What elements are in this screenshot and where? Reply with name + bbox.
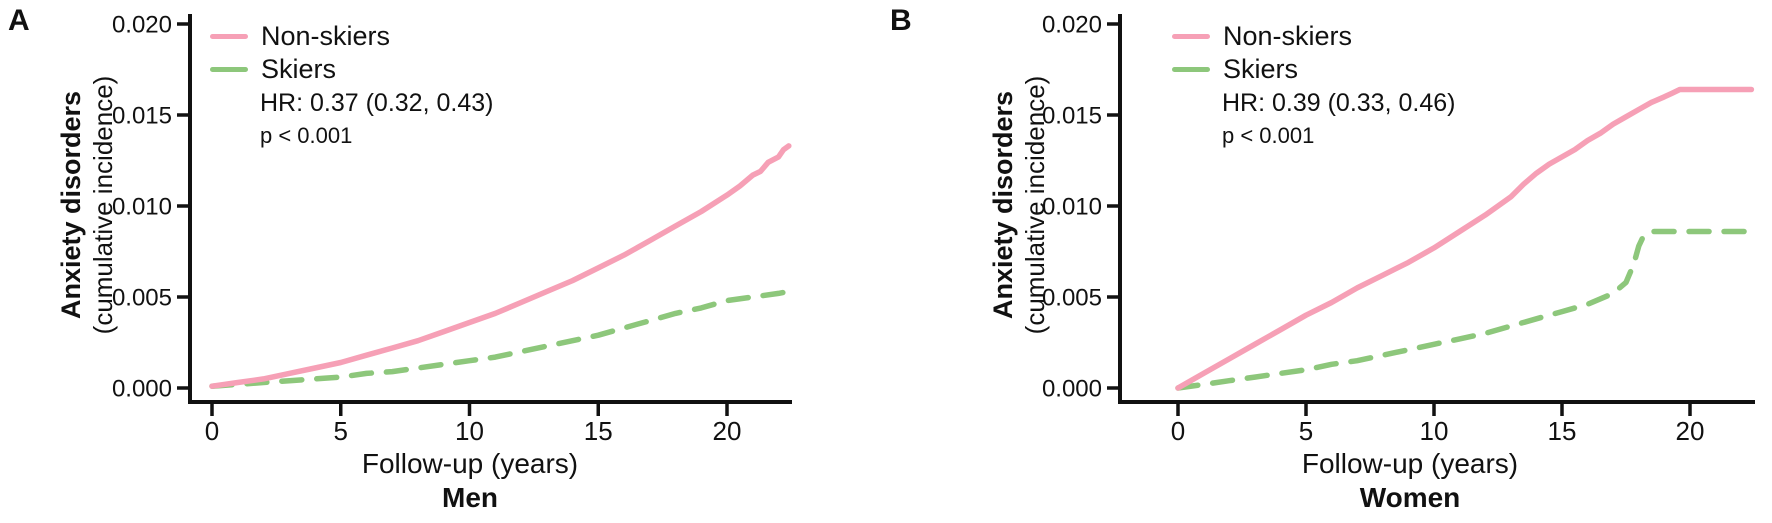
x-tick-label: 10 xyxy=(455,416,484,446)
legend-label-nonskiers: Non-skiers xyxy=(1223,21,1353,51)
skiers-line-swatch xyxy=(210,67,248,72)
series-line-non-skiers xyxy=(209,143,792,389)
legend-item-nonskiers: Non-skiers xyxy=(1172,20,1455,53)
legend-item-skiers: Skiers xyxy=(210,53,493,86)
p-value-text: p < 0.001 xyxy=(260,123,353,148)
y-axis-subtitle: (cumulative incidence) xyxy=(1020,75,1050,335)
group-title-women: Women xyxy=(1359,482,1461,513)
y-tick-label: 0.010 xyxy=(1042,193,1102,220)
series-line-skiers xyxy=(209,288,792,389)
skiers-line-swatch xyxy=(1172,67,1210,72)
y-tick-label: 0.000 xyxy=(1042,375,1102,402)
x-axis-title: Follow-up (years) xyxy=(361,448,579,479)
p-value-text: p < 0.001 xyxy=(1222,123,1315,148)
series-line-non-skiers xyxy=(1175,86,1755,391)
plot-men: 0.000 0.005 0.010 0.015 0.020 0 5 10 15 20 xyxy=(112,11,792,446)
x-tick-label: 5 xyxy=(1299,416,1313,446)
legend-item-nonskiers: Non-skiers xyxy=(210,20,493,53)
panel-men: 0.000 0.005 0.010 0.015 0.020 0 5 10 15 20 A Anxi… xyxy=(8,4,792,513)
panel-label-a: A xyxy=(8,4,31,37)
x-tick-label: 15 xyxy=(1548,416,1577,446)
x-tick-label: 20 xyxy=(1676,416,1705,446)
series-line-skiers xyxy=(1175,228,1755,391)
legend: Non-skiers Skiers HR: 0.39 (0.33, 0.46) … xyxy=(1172,20,1455,149)
y-axis-subtitle: (cumulative incidence) xyxy=(88,75,118,335)
legend: Non-skiers Skiers HR: 0.37 (0.32, 0.43) … xyxy=(210,20,493,149)
panel-women: 0.000 0.005 0.010 0.015 0.020 0 5 10 15 20 B Anxi… xyxy=(886,0,1772,523)
legend-label-skiers: Skiers xyxy=(1223,54,1299,84)
y-tick-label: 0.010 xyxy=(112,193,172,220)
legend-item-skiers: Skiers xyxy=(1172,53,1455,86)
hazard-ratio-text: HR: 0.39 (0.33, 0.46) xyxy=(1222,89,1456,117)
legend-label-nonskiers: Non-skiers xyxy=(261,21,391,51)
nonskiers-line-swatch xyxy=(210,34,248,39)
group-title-men: Men xyxy=(442,482,498,513)
y-tick-label: 0.020 xyxy=(1042,11,1102,38)
x-tick-label: 0 xyxy=(205,416,219,446)
panel-label-b: B xyxy=(890,4,913,37)
x-tick-label: 10 xyxy=(1420,416,1449,446)
x-axis-title: Follow-up (years) xyxy=(1301,448,1519,479)
y-tick-label: 0.020 xyxy=(112,11,172,38)
x-tick-label: 0 xyxy=(1171,416,1185,446)
y-tick-label: 0.005 xyxy=(112,284,172,311)
y-tick-label: 0.005 xyxy=(1042,284,1102,311)
x-tick-label: 20 xyxy=(713,416,742,446)
legend-label-skiers: Skiers xyxy=(261,54,337,84)
hazard-ratio-text: HR: 0.37 (0.32, 0.43) xyxy=(260,89,494,117)
plot-women: 0.000 0.005 0.010 0.015 0.020 0 5 10 15 20 xyxy=(1042,11,1755,446)
y-axis-title: Anxiety disorders xyxy=(56,90,86,320)
x-tick-label: 5 xyxy=(334,416,348,446)
x-tick-label: 15 xyxy=(584,416,613,446)
nonskiers-line-swatch xyxy=(1172,34,1210,39)
y-tick-label: 0.015 xyxy=(112,102,172,129)
y-tick-label: 0.000 xyxy=(112,375,172,402)
y-axis-title: Anxiety disorders xyxy=(988,90,1018,320)
y-tick-label: 0.015 xyxy=(1042,102,1102,129)
